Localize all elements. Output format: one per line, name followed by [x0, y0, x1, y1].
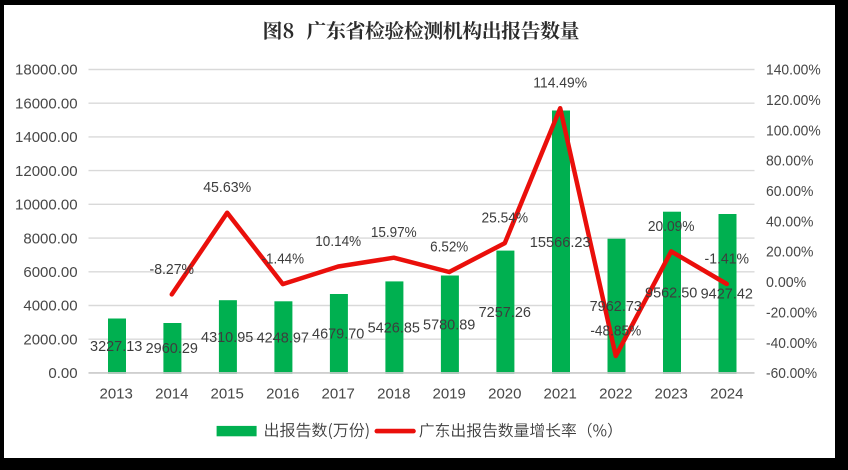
svg-text:2960.29: 2960.29 — [146, 340, 198, 357]
svg-text:0.00: 0.00 — [48, 365, 77, 382]
svg-text:10000.00: 10000.00 — [15, 197, 78, 214]
svg-text:4000.00: 4000.00 — [23, 298, 77, 315]
svg-text:2013: 2013 — [100, 385, 133, 402]
svg-text:60.00%: 60.00% — [766, 183, 813, 200]
svg-text:25.54%: 25.54% — [482, 210, 529, 227]
svg-text:20.00%: 20.00% — [766, 244, 813, 261]
svg-text:5426.85: 5426.85 — [368, 319, 420, 336]
svg-text:20.09%: 20.09% — [648, 218, 695, 235]
svg-text:10.14%: 10.14% — [315, 233, 361, 250]
svg-text:45.63%: 45.63% — [203, 179, 251, 196]
svg-text:-8.27%: -8.27% — [150, 261, 195, 278]
svg-text:6.52%: 6.52% — [430, 239, 468, 256]
svg-text:16000.00: 16000.00 — [15, 95, 78, 112]
svg-text:2019: 2019 — [433, 385, 466, 402]
svg-text:2015: 2015 — [211, 385, 244, 402]
svg-text:9427.42: 9427.42 — [701, 286, 753, 303]
svg-text:-40.00%: -40.00% — [766, 335, 817, 352]
svg-text:-1.44%: -1.44% — [262, 251, 305, 268]
svg-text:2020: 2020 — [488, 385, 521, 402]
svg-text:8000.00: 8000.00 — [23, 230, 77, 247]
svg-text:100.00%: 100.00% — [766, 122, 821, 139]
svg-text:140.00%: 140.00% — [766, 62, 821, 79]
svg-text:4310.95: 4310.95 — [201, 329, 253, 346]
svg-text:4248.97: 4248.97 — [257, 329, 309, 346]
svg-text:4679.70: 4679.70 — [312, 326, 364, 343]
svg-text:2021: 2021 — [544, 385, 577, 402]
svg-text:7257.26: 7257.26 — [479, 304, 531, 321]
svg-text:2024: 2024 — [710, 385, 743, 402]
svg-text:12000.00: 12000.00 — [15, 163, 78, 180]
svg-text:0.00%: 0.00% — [766, 274, 806, 291]
svg-text:7962.73: 7962.73 — [590, 298, 642, 315]
svg-text:2022: 2022 — [599, 385, 632, 402]
svg-text:-60.00%: -60.00% — [766, 365, 817, 382]
svg-text:2000.00: 2000.00 — [23, 331, 77, 348]
svg-text:15.97%: 15.97% — [371, 224, 417, 241]
svg-text:15566.23: 15566.23 — [530, 234, 591, 251]
svg-text:9562.50: 9562.50 — [645, 285, 697, 302]
svg-text:3227.13: 3227.13 — [90, 338, 142, 355]
svg-text:-1.41%: -1.41% — [705, 251, 750, 268]
svg-text:2014: 2014 — [155, 385, 188, 402]
svg-text:6000.00: 6000.00 — [23, 264, 77, 281]
svg-text:114.49%: 114.49% — [533, 75, 587, 92]
svg-text:18000.00: 18000.00 — [15, 62, 78, 79]
svg-text:14000.00: 14000.00 — [15, 129, 78, 146]
svg-text:-20.00%: -20.00% — [766, 304, 817, 321]
svg-text:40.00%: 40.00% — [766, 213, 813, 230]
svg-text:2023: 2023 — [655, 385, 688, 402]
svg-text:2017: 2017 — [322, 385, 355, 402]
svg-text:80.00%: 80.00% — [766, 153, 813, 170]
svg-text:-48.85%: -48.85% — [590, 323, 641, 340]
svg-text:2018: 2018 — [377, 385, 410, 402]
svg-text:120.00%: 120.00% — [766, 92, 821, 109]
svg-text:2016: 2016 — [266, 385, 299, 402]
svg-text:5780.89: 5780.89 — [423, 316, 475, 333]
